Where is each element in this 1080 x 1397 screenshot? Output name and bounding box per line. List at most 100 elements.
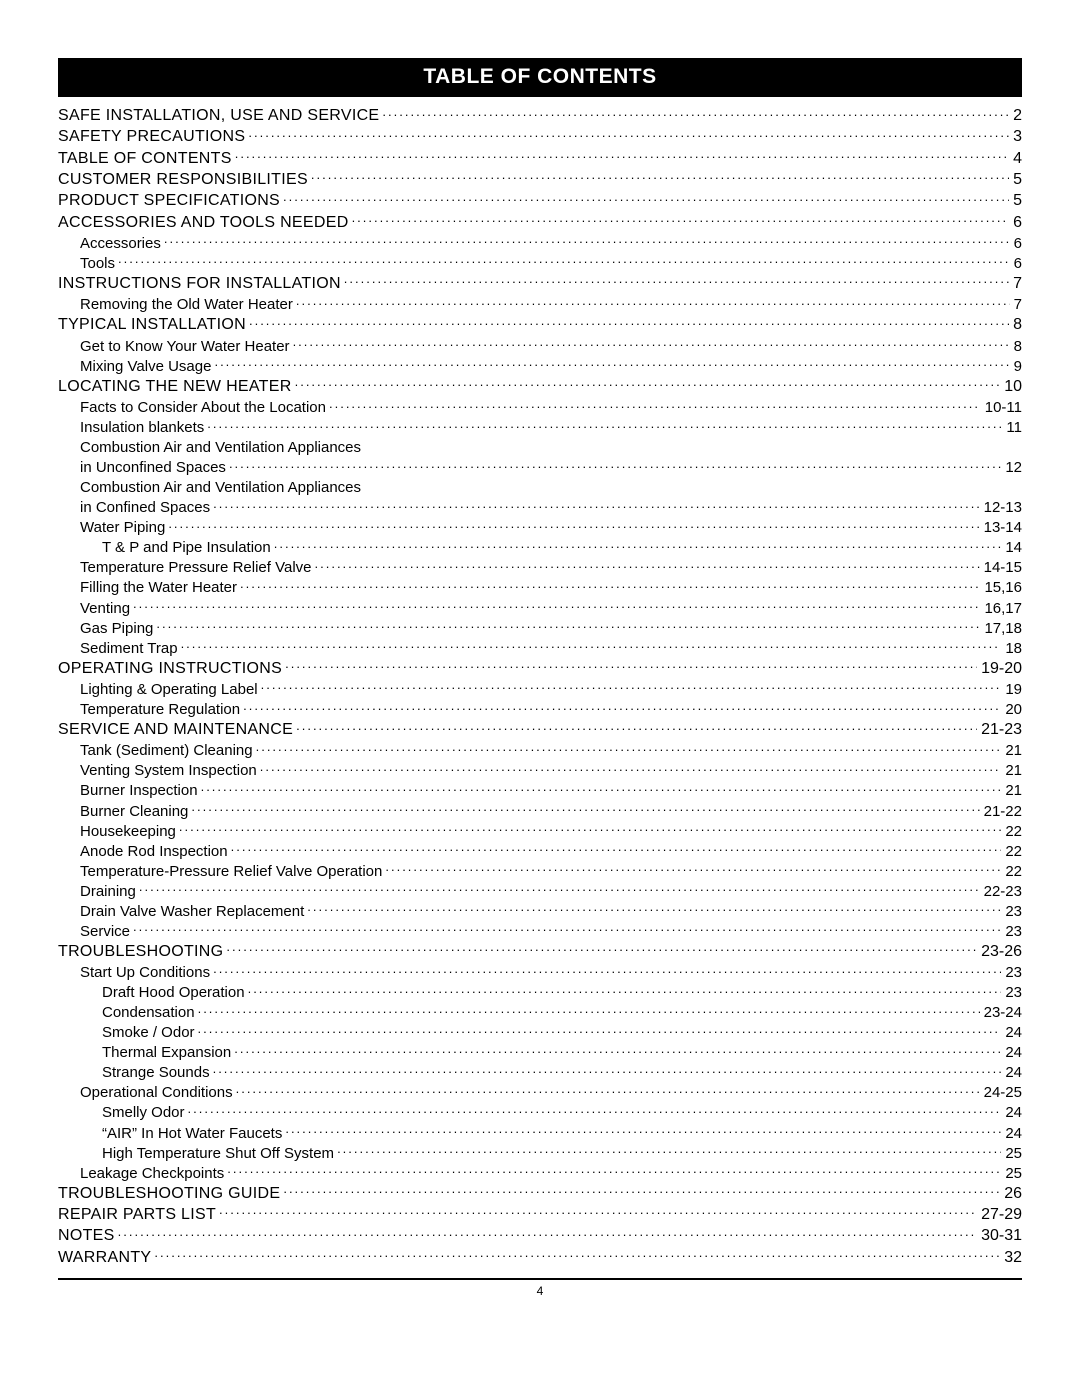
toc-page: 23: [1001, 963, 1022, 982]
toc-row: Condensation23-24: [102, 1002, 1022, 1022]
toc-label: Smoke / Odor: [102, 1023, 198, 1042]
toc-leader: [191, 801, 979, 816]
toc-row: Tools6: [80, 253, 1022, 273]
toc-leader: [226, 941, 977, 956]
toc-row: Removing the Old Water Heater7: [80, 294, 1022, 314]
toc-page: 24: [1001, 1023, 1022, 1042]
toc-leader: [213, 962, 1001, 977]
toc-row: Smoke / Odor 24: [102, 1022, 1022, 1042]
title-text: TABLE OF CONTENTS: [423, 65, 656, 88]
toc-leader: [240, 577, 980, 592]
toc-page: 10-11: [981, 398, 1022, 417]
toc-leader: [154, 1247, 1000, 1262]
toc-label: Water Piping: [80, 518, 168, 537]
toc-page: 24: [1001, 1063, 1022, 1082]
toc-row: Lighting & Operating Label19: [80, 679, 1022, 699]
toc-row: Start Up Conditions 23: [80, 962, 1022, 982]
toc-label: PRODUCT SPECIFICATIONS: [58, 191, 283, 211]
footer-rule: [58, 1278, 1022, 1280]
toc-label: SERVICE AND MAINTENANCE: [58, 720, 296, 740]
toc-label: “AIR” In Hot Water Faucets: [102, 1124, 285, 1143]
toc-page: 25: [1001, 1164, 1022, 1183]
toc-label: Drain Valve Washer Replacement: [80, 902, 307, 921]
toc-row: Housekeeping22: [80, 821, 1022, 841]
toc-page: 3: [1009, 127, 1022, 147]
toc-row: SAFETY PRECAUTIONS3: [58, 126, 1022, 147]
toc-page: 32: [1000, 1248, 1022, 1268]
toc-page: 22: [1001, 862, 1022, 881]
toc-leader: [260, 760, 1002, 775]
toc-label: OPERATING INSTRUCTIONS: [58, 659, 285, 679]
toc-label: Venting System Inspection: [80, 761, 260, 780]
toc-row: Venting System Inspection 21: [80, 760, 1022, 780]
toc-leader: [213, 1062, 1002, 1077]
toc-leader: [261, 679, 1002, 694]
toc-row: TYPICAL INSTALLATION8: [58, 314, 1022, 335]
toc-page: 22-23: [980, 882, 1022, 901]
toc-leader: [249, 314, 1009, 329]
toc-label: Burner Cleaning: [80, 802, 191, 821]
toc-leader: [227, 1163, 1001, 1178]
toc-page: 22: [1001, 842, 1022, 861]
toc-leader: [235, 148, 1009, 163]
toc-page: 21: [1001, 761, 1022, 780]
toc-label: TROUBLESHOOTING: [58, 942, 226, 962]
toc-row: Combustion Air and Ventilation Appliance…: [80, 437, 1022, 457]
toc-page: 19-20: [977, 659, 1022, 679]
toc-page: 17,18: [980, 619, 1022, 638]
toc-label: Anode Rod Inspection: [80, 842, 231, 861]
toc-label: Removing the Old Water Heater: [80, 295, 296, 314]
toc-leader: [283, 190, 1009, 205]
toc-page: 12: [1001, 458, 1022, 477]
toc-page: 30-31: [977, 1226, 1022, 1246]
toc-row: Operational Conditions24-25: [80, 1082, 1022, 1102]
toc-row: OPERATING INSTRUCTIONS 19-20: [58, 658, 1022, 679]
toc-label: Gas Piping: [80, 619, 156, 638]
toc-row: WARRANTY32: [58, 1247, 1022, 1268]
toc-page: 12-13: [980, 498, 1022, 517]
toc-page: 21: [1001, 781, 1022, 800]
toc-leader: [198, 1022, 1002, 1037]
toc-leader: [139, 881, 980, 896]
toc-leader: [256, 740, 1002, 755]
toc-leader: [295, 376, 1001, 391]
toc-leader: [164, 233, 1010, 248]
toc-leader: [207, 417, 1002, 432]
toc-row: REPAIR PARTS LIST27-29: [58, 1204, 1022, 1225]
toc-label: Leakage Checkpoints: [80, 1164, 227, 1183]
toc-page: 23: [1001, 902, 1022, 921]
toc-row: Strange Sounds 24: [102, 1062, 1022, 1082]
toc-label: Condensation: [102, 1003, 198, 1022]
toc-row: Leakage Checkpoints 25: [80, 1163, 1022, 1183]
toc-row: Burner Cleaning21-22: [80, 801, 1022, 821]
toc-page: 5: [1009, 191, 1022, 211]
toc-row: Insulation blankets11: [80, 417, 1022, 437]
toc-row: Venting16,17: [80, 598, 1022, 618]
toc-row: in Unconfined Spaces12: [80, 457, 1022, 477]
toc-label: Start Up Conditions: [80, 963, 213, 982]
toc-page: 23: [1001, 983, 1022, 1002]
toc-label: Mixing Valve Usage: [80, 357, 214, 376]
toc-leader: [344, 273, 1009, 288]
toc-label: Combustion Air and Ventilation Appliance…: [80, 478, 364, 497]
toc-leader: [311, 169, 1009, 184]
toc-row: in Confined Spaces12-13: [80, 497, 1022, 517]
toc-page: 22: [1001, 822, 1022, 841]
toc-row: Temperature-Pressure Relief Valve Operat…: [80, 861, 1022, 881]
toc-page: 2: [1009, 106, 1022, 126]
toc-label: NOTES: [58, 1226, 118, 1246]
toc-leader: [213, 497, 980, 512]
toc-label: Strange Sounds: [102, 1063, 213, 1082]
toc-page: 10: [1000, 377, 1022, 397]
toc-page: 18: [1001, 639, 1022, 658]
toc-leader: [337, 1143, 1001, 1158]
toc-label: Filling the Water Heater: [80, 578, 240, 597]
toc-label: Insulation blankets: [80, 418, 207, 437]
toc-label: Temperature Pressure Relief Valve: [80, 558, 315, 577]
toc-leader: [118, 1225, 977, 1240]
toc-page: 6: [1009, 213, 1022, 233]
toc-leader: [198, 1002, 980, 1017]
toc-row: LOCATING THE NEW HEATER10: [58, 376, 1022, 397]
toc-page: 25: [1001, 1144, 1022, 1163]
toc-page: 14-15: [980, 558, 1022, 577]
